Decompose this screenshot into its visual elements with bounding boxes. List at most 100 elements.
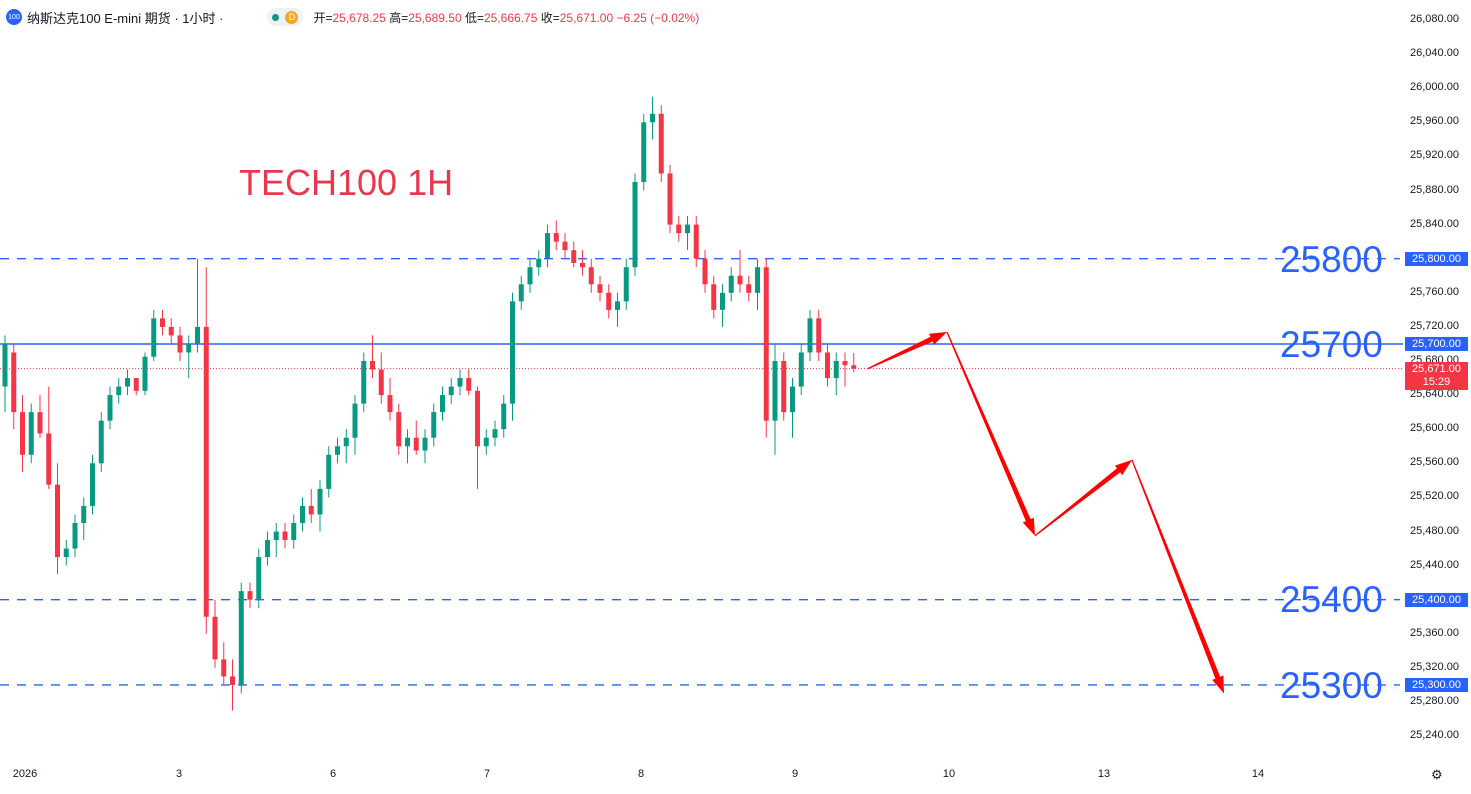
candle-body	[431, 412, 437, 438]
candle-body	[247, 591, 253, 600]
candle-body	[11, 352, 17, 413]
change-value: −6.25 (−0.02%)	[616, 10, 700, 25]
price-tick-label: 25,360.00	[1410, 626, 1459, 639]
candle-body	[728, 275, 734, 293]
price-tick-label: 25,280.00	[1410, 695, 1459, 707]
candle-body	[422, 437, 428, 451]
price-tick-label: 25,920.00	[1410, 149, 1459, 162]
data-delay-badge[interactable]: D	[285, 10, 299, 24]
candle-body	[405, 437, 410, 447]
candle-body	[125, 378, 130, 387]
low-value: 25,666.75	[484, 10, 538, 25]
candle-body	[492, 429, 498, 438]
candle-body	[545, 233, 550, 259]
candle-body	[527, 267, 533, 285]
candle-body	[763, 267, 769, 421]
candle-body	[790, 386, 795, 413]
price-tick-label: 25,760.00	[1410, 285, 1459, 298]
price-tick-label: 25,240.00	[1410, 729, 1459, 742]
ohlc-readout: 开=25,678.25 高=25,689.50 低=25,666.75 收=25…	[313, 9, 699, 26]
price-tick-label: 25,680.00	[1410, 354, 1459, 366]
time-tick-label: 14	[1251, 768, 1265, 780]
candle-body	[343, 437, 349, 447]
candle-body	[133, 378, 139, 391]
candle-body	[387, 395, 393, 413]
candle-body	[641, 122, 647, 182]
price-tick-label: 25,480.00	[1410, 524, 1459, 537]
candle-body	[186, 343, 192, 353]
price-tag-25800: 25,800.00	[1405, 252, 1468, 266]
time-tick-label: 3	[175, 768, 183, 780]
symbol-title[interactable]: 纳斯达克100 E-mini 期货 · 1小时 ·	[27, 10, 224, 26]
candle-body	[308, 505, 314, 515]
time-tick-label: 9	[791, 768, 799, 780]
candle-body	[693, 224, 699, 259]
last-price-tag: 25,671.00 15:29	[1405, 362, 1468, 390]
chart-annotation-title: TECH100 1H	[239, 162, 454, 203]
candle-body	[107, 395, 113, 421]
candle-body	[55, 484, 60, 558]
price-tick-label: 25,440.00	[1410, 558, 1459, 571]
candle-body	[746, 284, 752, 293]
level-label-25400: 25400	[1280, 579, 1383, 620]
level-label-25700: 25700	[1280, 324, 1383, 365]
time-tick-label: 10	[942, 768, 956, 780]
candle-body	[720, 292, 725, 310]
status-pill[interactable]: D	[267, 8, 304, 26]
price-tick-label: 25,520.00	[1410, 490, 1459, 503]
last-price-value: 25,671.00	[1412, 363, 1461, 375]
candle-body	[396, 412, 402, 447]
price-tick-label: 25,600.00	[1410, 422, 1459, 435]
candle-body	[457, 378, 463, 387]
candle-body	[282, 531, 288, 541]
candle-body	[501, 403, 507, 430]
candle-body	[90, 463, 95, 506]
candle-body	[632, 181, 638, 268]
level-label-25300: 25300	[1280, 665, 1383, 706]
symbol-icon[interactable]: 100	[6, 9, 22, 25]
candle-body	[230, 676, 235, 685]
time-tick-label: 13	[1097, 768, 1111, 780]
candle-body	[667, 173, 673, 225]
candle-body	[851, 365, 857, 369]
candle-body	[676, 224, 682, 234]
time-tick-label: 6	[329, 768, 337, 780]
candle-body	[588, 267, 594, 285]
projection-arrow-3	[1034, 459, 1132, 537]
candle-body	[28, 412, 34, 455]
candle-body	[221, 659, 227, 677]
time-tick-label: 8	[637, 768, 645, 780]
candle-body	[195, 326, 200, 344]
price-tick-label: 25,840.00	[1410, 217, 1459, 230]
candle-body	[650, 113, 655, 123]
candle-body	[256, 557, 262, 600]
projection-arrow-4	[1131, 459, 1224, 694]
candle-body	[466, 378, 472, 391]
candle-body	[378, 369, 384, 396]
price-tick-label: 26,040.00	[1410, 47, 1459, 60]
candle-body	[518, 284, 524, 302]
chart-settings-gear-icon[interactable]: ⚙	[1431, 767, 1443, 782]
candle-body	[212, 616, 218, 660]
candle-body	[37, 412, 43, 434]
price-tag-25700: 25,700.00	[1405, 337, 1468, 351]
candle-body	[168, 326, 174, 336]
price-tick-label: 25,640.00	[1410, 388, 1459, 401]
candle-body	[317, 488, 323, 515]
candle-body	[440, 395, 445, 413]
candle-body	[335, 446, 340, 455]
candle-body	[606, 292, 612, 310]
candle-body	[536, 258, 542, 268]
price-tick-label: 25,720.00	[1410, 319, 1459, 332]
high-value: 25,689.50	[408, 10, 462, 25]
candle-body	[571, 250, 577, 263]
time-tick-label: 7	[483, 768, 491, 780]
candle-body	[623, 267, 629, 302]
candle-body	[98, 420, 104, 464]
candle-body	[842, 361, 848, 366]
price-tick-label: 25,320.00	[1410, 660, 1459, 673]
candle-body	[580, 262, 585, 268]
candle-body	[510, 301, 515, 404]
level-label-25800: 25800	[1280, 239, 1383, 280]
